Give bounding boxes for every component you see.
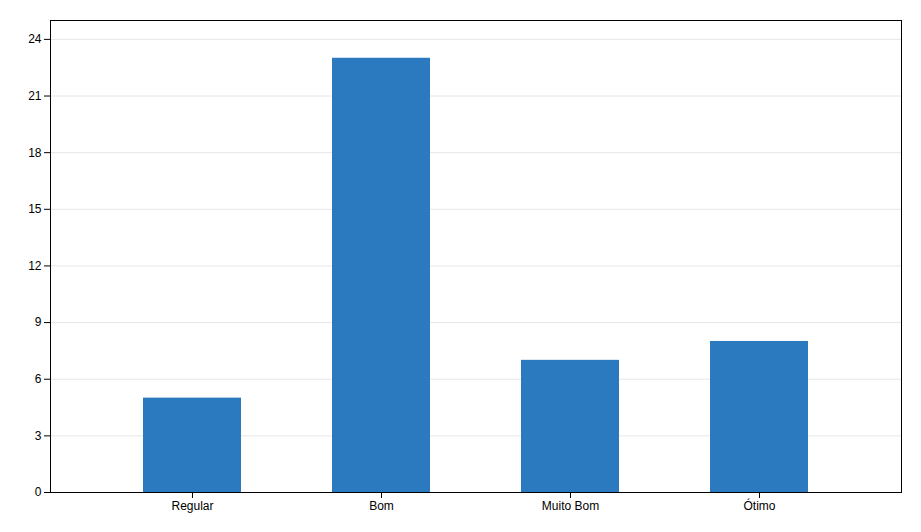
svg-text:3: 3 — [35, 429, 42, 443]
svg-text:Bom: Bom — [369, 499, 394, 513]
svg-text:21: 21 — [28, 89, 42, 103]
svg-text:15: 15 — [28, 202, 42, 216]
svg-text:24: 24 — [28, 32, 42, 46]
svg-text:Regular: Regular — [171, 499, 213, 513]
svg-text:12: 12 — [28, 259, 42, 273]
svg-text:0: 0 — [35, 485, 42, 499]
svg-text:6: 6 — [35, 372, 42, 386]
svg-text:Muito Bom: Muito Bom — [542, 499, 599, 513]
svg-text:Ótimo: Ótimo — [743, 498, 775, 513]
svg-text:9: 9 — [35, 315, 42, 329]
svg-text:18: 18 — [28, 146, 42, 160]
